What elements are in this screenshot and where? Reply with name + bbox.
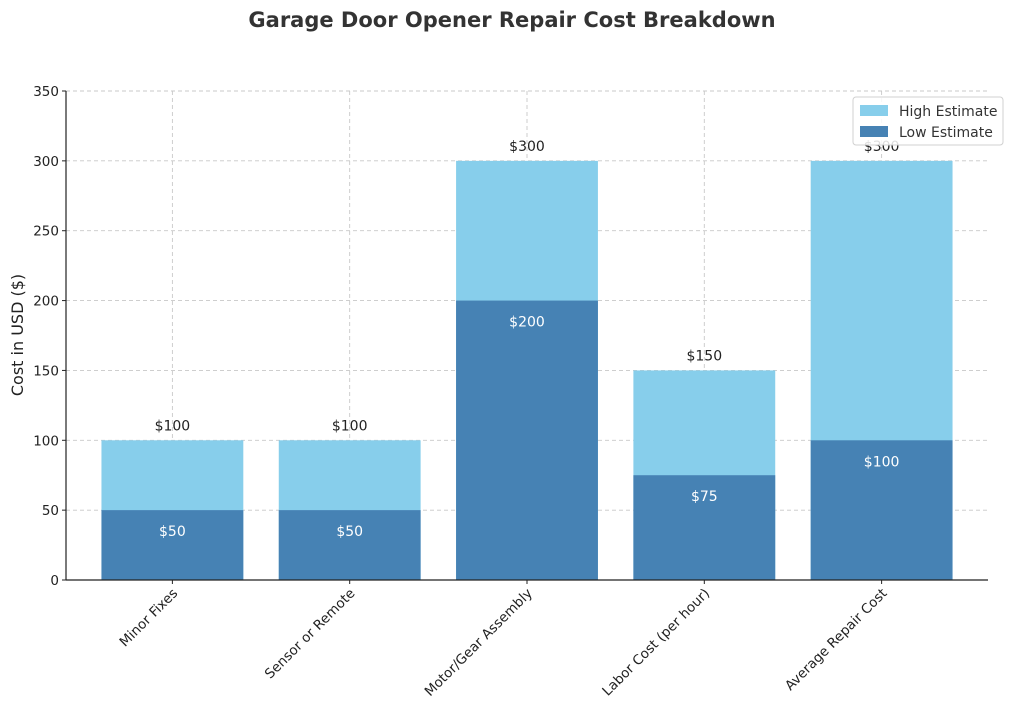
legend-label: High Estimate [899, 104, 997, 120]
data-label-high: $100 [332, 418, 368, 434]
data-label-high: $100 [155, 418, 191, 434]
legend: High Estimate Low Estimate [852, 96, 1004, 146]
y-tick-label: 350 [33, 84, 59, 100]
y-tick-label: 100 [33, 433, 59, 449]
y-tick-label: 300 [33, 154, 59, 170]
y-tick-label: 200 [33, 294, 59, 310]
data-label-low: $50 [336, 524, 363, 540]
legend-label: Low Estimate [899, 125, 993, 141]
x-tick-label: Labor Cost (per hour) [599, 586, 713, 700]
legend-swatch [860, 105, 888, 116]
legend-swatch [860, 126, 888, 137]
data-label-low: $200 [509, 315, 545, 331]
bar-low-estimate [101, 510, 244, 580]
legend-box [852, 96, 1004, 146]
bars-layer [101, 160, 953, 580]
data-label-low: $100 [864, 454, 900, 470]
x-tick-label: Average Repair Cost [782, 586, 890, 694]
x-tick-label: Minor Fixes [117, 586, 182, 651]
x-tick-label: Motor/Gear Assembly [422, 586, 536, 700]
y-tick-label: 150 [33, 363, 59, 379]
data-label-low: $50 [159, 524, 186, 540]
data-label-low: $75 [691, 489, 718, 505]
chart-title: Garage Door Opener Repair Cost Breakdown [248, 8, 775, 32]
y-tick-label: 50 [42, 503, 59, 519]
y-tick-label: 0 [50, 573, 59, 589]
data-label-high: $300 [509, 139, 545, 155]
bar-low-estimate [278, 510, 421, 580]
y-tick-label: 250 [33, 224, 59, 240]
data-label-high: $150 [686, 348, 722, 364]
bar-low-estimate [810, 440, 953, 580]
bar-low-estimate [633, 475, 776, 580]
y-axis-label: Cost in USD ($) [8, 274, 27, 396]
bar-low-estimate [456, 300, 598, 580]
x-tick-label: Sensor or Remote [262, 586, 359, 683]
